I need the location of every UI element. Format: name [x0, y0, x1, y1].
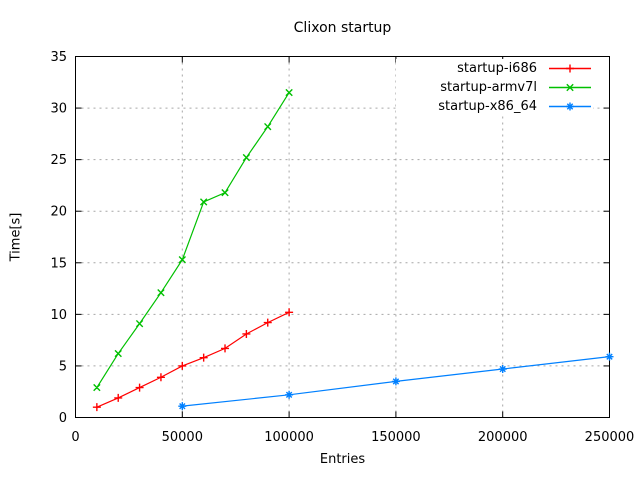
legend-row-armv7l: startup-armv7l — [396, 78, 593, 97]
x-tick-label: 200000 — [478, 430, 528, 445]
x-tick-label: 0 — [71, 430, 79, 445]
x-axis-label: Entries — [319, 452, 366, 467]
asterisk-marker-line-icon — [549, 102, 591, 111]
series-line-startup-armv7l — [96, 92, 290, 388]
y-tick-label: 35 — [50, 50, 67, 65]
series-line-startup-i686 — [96, 311, 290, 408]
x-tick-label: 150000 — [371, 430, 421, 445]
y-tick-label: 30 — [50, 102, 67, 117]
x-tick-label: 50000 — [162, 430, 203, 445]
plus-markers-startup-i686 — [92, 308, 294, 412]
legend-label: startup-i686 — [457, 61, 537, 76]
y-tick-label: 5 — [59, 359, 67, 374]
legend-label: startup-armv7l — [440, 80, 537, 95]
plot-border — [75, 56, 610, 418]
plus-marker-line-icon — [549, 64, 591, 73]
cross-marker-line-icon — [549, 83, 591, 92]
x-tick-label: 100000 — [264, 430, 314, 445]
legend-row-x86-64: startup-x86_64 — [396, 97, 593, 116]
chart-title: Clixon startup — [293, 20, 392, 36]
y-tick-label: 15 — [50, 256, 67, 271]
y-tick-label: 20 — [50, 205, 67, 220]
asterisk-markers-startup-x86_64 — [178, 352, 614, 411]
asterisk-marker-icon — [566, 102, 574, 111]
y-tick-label: 25 — [50, 153, 67, 168]
legend: startup-i686 startup-armv7l startup-x86_… — [396, 59, 593, 116]
plus-marker-icon — [566, 64, 574, 73]
y-axis-label: Time[s] — [8, 212, 24, 262]
legend-row-i686: startup-i686 — [396, 59, 593, 78]
y-tick-label: 0 — [59, 411, 67, 426]
cross-marker-icon — [566, 83, 574, 92]
x-tick-label: 250000 — [585, 430, 635, 445]
legend-label: startup-x86_64 — [438, 99, 537, 114]
y-tick-label: 10 — [50, 308, 67, 323]
cross-markers-startup-armv7l — [93, 88, 293, 392]
